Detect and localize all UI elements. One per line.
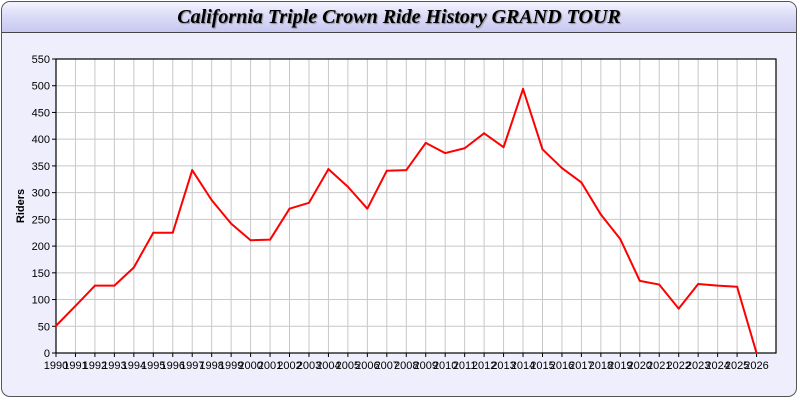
y-tick-label: 250 [32, 214, 50, 226]
y-tick-label: 0 [44, 348, 50, 360]
x-tick-label: 2010 [433, 360, 457, 372]
data-point [444, 152, 447, 155]
data-point [132, 266, 135, 269]
x-tick-label: 1994 [122, 360, 146, 372]
data-point [522, 87, 525, 90]
title-bar: California Triple Crown Ride History GRA… [2, 2, 796, 33]
data-point [638, 279, 641, 282]
data-point [405, 169, 408, 172]
x-tick-label: 1996 [161, 360, 185, 372]
data-point [424, 141, 427, 144]
x-tick-label: 2012 [472, 360, 496, 372]
x-tick-label: 2002 [277, 360, 301, 372]
data-point [152, 231, 155, 234]
data-point [658, 283, 661, 286]
x-tick-label: 2020 [628, 360, 652, 372]
x-tick-label: 1995 [141, 360, 165, 372]
x-tick-label: 2021 [647, 360, 671, 372]
x-tick-label: 1998 [199, 360, 223, 372]
x-tick-label: 1993 [102, 360, 126, 372]
data-point [580, 181, 583, 184]
data-point [385, 169, 388, 172]
data-point [541, 148, 544, 151]
data-point [619, 238, 622, 241]
y-tick-label: 200 [32, 241, 50, 253]
data-point [560, 167, 563, 170]
x-tick-label: 2006 [355, 360, 379, 372]
data-point [210, 199, 213, 202]
data-point [230, 222, 233, 225]
x-tick-label: 2022 [666, 360, 690, 372]
x-tick-label: 2009 [413, 360, 437, 372]
x-tick-label: 2008 [394, 360, 418, 372]
data-point [716, 284, 719, 287]
x-tick-label: 2023 [686, 360, 710, 372]
data-point [307, 201, 310, 204]
y-tick-label: 450 [32, 107, 50, 119]
data-point [93, 284, 96, 287]
x-tick-label: 2014 [511, 360, 535, 372]
x-tick-label: 2004 [316, 360, 340, 372]
data-point [736, 285, 739, 288]
x-tick-label: 2026 [744, 360, 768, 372]
x-tick-label: 2007 [375, 360, 399, 372]
x-tick-label: 2016 [550, 360, 574, 372]
data-point [599, 213, 602, 216]
data-point [288, 207, 291, 210]
data-point [502, 146, 505, 149]
x-tick-label: 2015 [530, 360, 554, 372]
data-point [366, 207, 369, 210]
x-tick-label: 1990 [44, 360, 68, 372]
data-point [327, 168, 330, 171]
x-tick-label: 2018 [589, 360, 613, 372]
x-tick-label: 1992 [83, 360, 107, 372]
data-point [171, 231, 174, 234]
x-tick-label: 2003 [297, 360, 321, 372]
y-tick-label: 550 [32, 54, 50, 66]
x-tick-label: 2001 [258, 360, 282, 372]
y-tick-label: 50 [38, 321, 50, 333]
data-point [191, 169, 194, 172]
y-axis-label: Riders [15, 189, 27, 223]
data-point [55, 324, 57, 327]
y-tick-label: 100 [32, 295, 50, 307]
data-point [269, 238, 272, 241]
data-point [463, 147, 466, 150]
x-tick-label: 2019 [608, 360, 632, 372]
chart-title: California Triple Crown Ride History GRA… [177, 6, 621, 28]
x-tick-label: 1999 [219, 360, 243, 372]
x-tick-label: 2011 [453, 360, 477, 372]
data-point [113, 284, 116, 287]
x-tick-label: 2013 [491, 360, 515, 372]
data-point [677, 307, 680, 310]
plot-area [56, 59, 776, 353]
y-tick-label: 300 [32, 188, 50, 200]
data-point [346, 185, 349, 188]
x-tick-label: 1991 [63, 360, 87, 372]
data-point [249, 239, 252, 242]
x-tick-label: 2017 [569, 360, 593, 372]
plot-border [55, 58, 777, 354]
y-tick-label: 500 [32, 81, 50, 93]
x-tick-label: 2000 [238, 360, 262, 372]
x-tick-label: 1997 [180, 360, 204, 372]
data-point [74, 304, 77, 307]
data-point [697, 283, 700, 286]
y-tick-label: 400 [32, 134, 50, 146]
data-point [483, 132, 486, 135]
data-point [755, 352, 758, 354]
x-tick-label: 2005 [336, 360, 360, 372]
x-tick-label: 2025 [725, 360, 749, 372]
y-tick-label: 350 [32, 161, 50, 173]
y-tick-label: 150 [32, 268, 50, 280]
x-tick-label: 2024 [705, 360, 729, 372]
